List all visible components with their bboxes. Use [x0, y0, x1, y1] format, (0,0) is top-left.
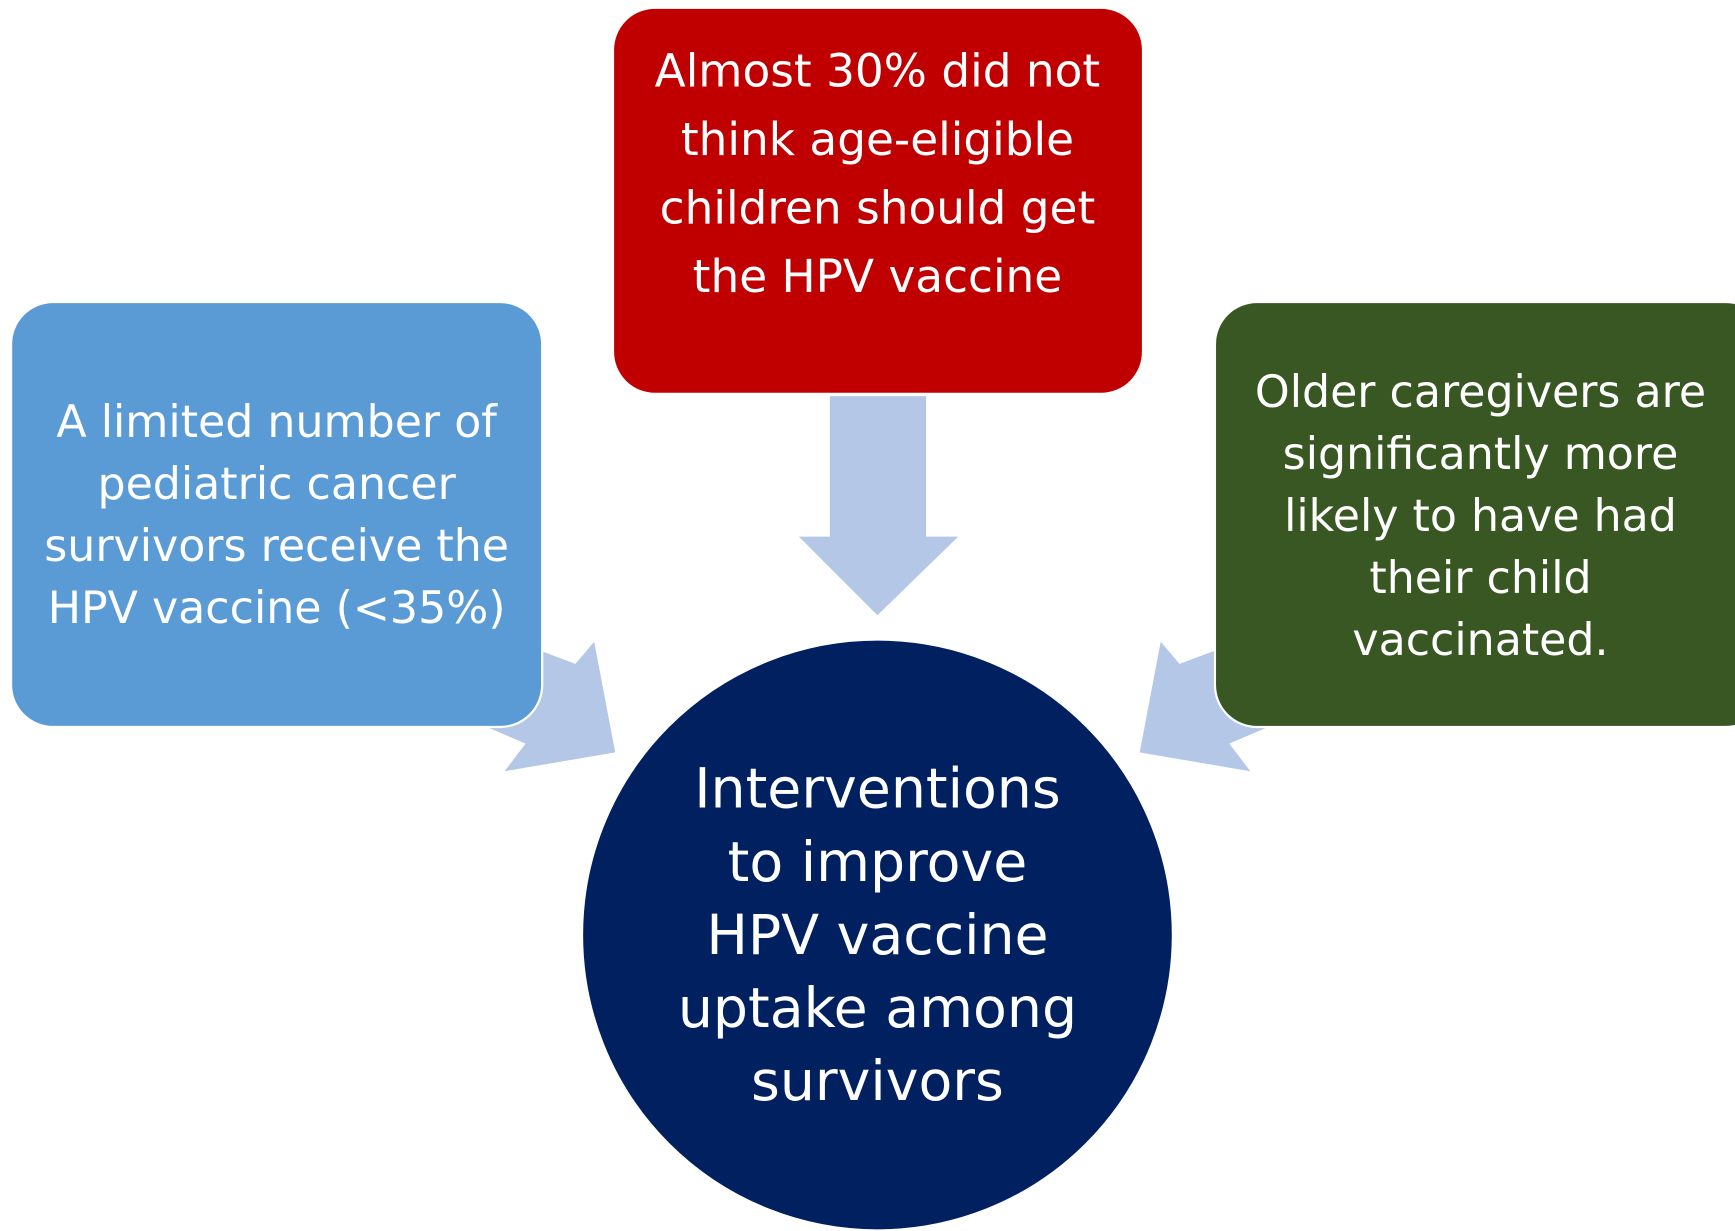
node-text: HPV vaccine [706, 904, 1048, 968]
node-text: Almost 30% did not [655, 44, 1101, 97]
green-box [1213, 300, 1735, 729]
arrow [798, 396, 959, 616]
center-circle [581, 638, 1174, 1231]
node-text: their child [1369, 553, 1591, 604]
diagram-body: A limited number of pediatric cancer survi… [9, 6, 1735, 1231]
node-text: survivors receive the [44, 521, 509, 572]
node-text: think age-eligible [681, 113, 1074, 166]
node-text: survivors [751, 1050, 1004, 1114]
node-text: uptake among [678, 977, 1077, 1041]
node-text: Older caregivers are [1255, 367, 1706, 418]
node-text: children should get [660, 182, 1096, 235]
blue-box [9, 300, 544, 729]
node-text: pediatric cancer [97, 459, 456, 510]
node-text: vaccinated. [1352, 615, 1608, 666]
node-text: to improve [728, 831, 1028, 895]
node-text: likely to have had [1284, 491, 1677, 542]
node-text: significantly more [1283, 429, 1679, 480]
red-box [611, 6, 1145, 396]
node-text: the HPV vaccine [693, 250, 1063, 303]
node-text: Interventions [694, 758, 1060, 822]
node-text: A limited number of [56, 397, 498, 448]
node-text: HPV vaccine (<35%) [48, 583, 506, 634]
